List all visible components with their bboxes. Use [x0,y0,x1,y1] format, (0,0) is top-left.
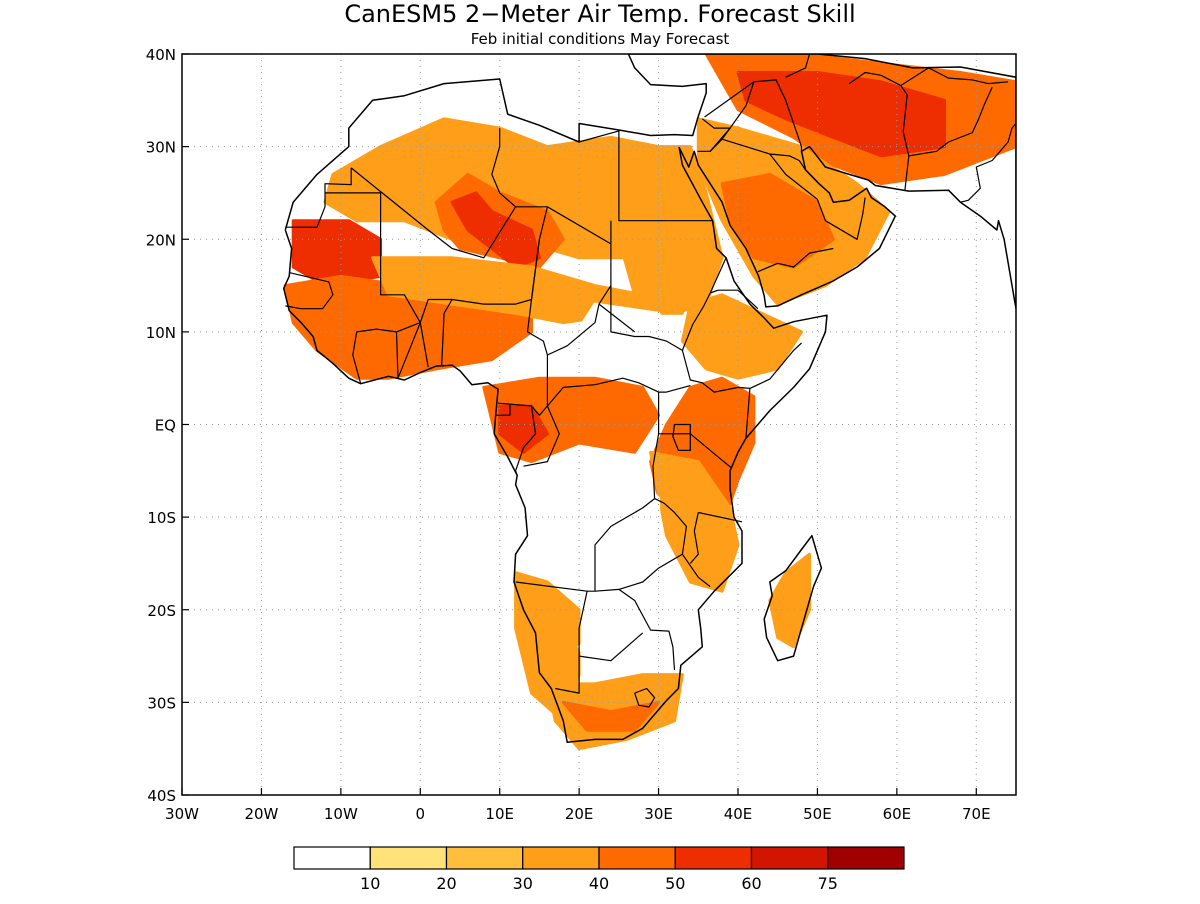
country-border [948,123,1016,203]
colorbar-swatch [445,846,524,870]
country-border [681,257,727,351]
colorbar-label: 20 [436,874,456,893]
country-border [908,87,993,157]
country-border [900,85,910,192]
x-tick-label: 30W [165,805,199,823]
country-border [285,167,352,228]
country-border [689,512,699,564]
x-tick-label: 10W [324,805,358,823]
colorbar-swatch [674,846,753,870]
map-title: CanESM5 2−Meter Air Temp. Forecast Skill [344,0,855,28]
map-subtitle: Feb initial conditions May Forecast [471,30,730,48]
colorbar-swatch [522,846,600,870]
country-border [523,405,560,467]
country-border [658,433,732,469]
madagascar-coastline [763,534,823,662]
colorbar: 10 20 30 40 50 60 75 [293,846,905,893]
country-border [441,299,453,366]
skill-region-south-africa-inner [577,626,661,677]
colorbar-label: 75 [818,874,838,893]
colorbar-swatch [598,846,676,870]
x-tick-label: 20E [565,805,594,823]
country-border [350,167,517,259]
y-tick-label: EQ [155,417,176,435]
colorbar-swatch [369,846,448,870]
lat-lon-gridlines [182,54,1016,795]
country-border [749,342,802,389]
country-border [526,206,612,356]
country-border [618,588,676,671]
coastlines-and-borders [282,54,1016,743]
country-border [594,498,655,592]
y-tick-label: 30N [146,139,176,157]
colorbar-label: 30 [513,874,533,893]
skill-region-central-white [569,302,676,371]
country-border [769,153,866,240]
country-border [598,303,636,333]
country-border [681,553,711,588]
x-tick-label: 70E [962,805,991,823]
colorbar-swatch [293,846,371,870]
lake-victoria-outline [672,423,691,452]
country-border [579,632,644,662]
country-border [578,130,713,222]
y-tick-label: 20N [146,231,176,249]
country-border [491,128,501,175]
country-border [698,511,743,523]
colorbar-label: 10 [360,874,380,893]
colorbar-swatch [827,846,905,870]
country-border [610,285,751,439]
skill-region-arabia-core [720,172,835,269]
country-border [555,392,688,694]
skill-region-madagascar [768,552,811,649]
y-tick-label: 10N [146,324,176,342]
y-tick-label: 40S [147,787,176,805]
colorbar-label: 60 [741,874,761,893]
country-border [709,289,759,310]
colorbar-label: 50 [665,874,685,893]
skill-shading [283,54,1016,751]
y-tick-label: 10S [147,509,176,527]
coastline [282,54,1016,743]
x-tick-label: 50E [803,805,832,823]
country-border [900,67,1009,87]
country-border [515,581,588,592]
x-tick-label: 40E [724,805,753,823]
y-tick-label: 40N [146,46,176,64]
country-border [721,138,806,171]
x-tick-label: 60E [883,805,912,823]
map-axes: 30W 20W 10W 0 10E 20E 30E 40E 50E 60E 70E 40N 30N 20N… [146,46,991,823]
skill-region-ethiopia-ring [680,293,803,380]
country-border [325,192,382,272]
country-border [634,687,656,708]
country-border [701,118,731,152]
skill-region-south-africa-core [561,700,661,732]
country-border [395,322,429,379]
skill-region-iran-core [736,71,946,158]
country-border [285,272,334,310]
x-tick-label: 0 [416,805,426,823]
x-tick-label: 20W [244,805,278,823]
country-border [495,404,511,416]
y-tick-label: 20S [147,602,176,620]
country-border [757,247,834,273]
country-border [514,405,537,476]
country-border [785,54,811,78]
colorbar-label: 40 [589,874,609,893]
country-border [848,71,902,87]
x-tick-label: 10E [485,805,514,823]
country-border [666,385,691,393]
country-border [704,79,803,154]
country-border [498,355,549,416]
colorbar-swatch [750,846,829,870]
y-tick-label: 30S [147,694,176,712]
skill-region-sahara-hot [450,191,541,269]
x-tick-label: 30E [644,805,673,823]
skill-region-tanzania [649,450,740,593]
